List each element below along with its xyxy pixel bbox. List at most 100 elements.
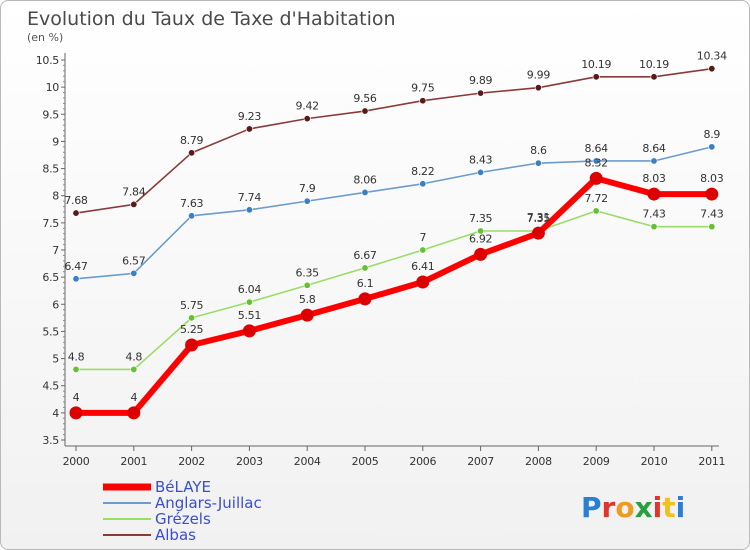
series-line xyxy=(76,210,712,371)
data-label: 5.25 xyxy=(180,323,204,336)
data-label: 6.67 xyxy=(353,249,377,262)
legend-label: BéLAYE xyxy=(155,478,211,496)
data-point xyxy=(419,180,427,188)
data-point xyxy=(188,149,196,157)
data-point xyxy=(477,227,485,235)
y-tick-label: 6.5 xyxy=(42,271,59,284)
data-point xyxy=(130,365,138,373)
data-point xyxy=(69,406,83,420)
data-point xyxy=(416,275,430,289)
data-point xyxy=(361,107,369,115)
data-point xyxy=(72,275,80,283)
data-label: 6.47 xyxy=(64,260,88,273)
logo-letter: x xyxy=(635,491,653,524)
data-point xyxy=(72,209,80,217)
x-tick-label: 2009 xyxy=(583,455,610,468)
data-point xyxy=(534,84,542,92)
logo-letter: i xyxy=(676,491,686,524)
data-point xyxy=(650,223,658,231)
data-point xyxy=(708,223,716,231)
data-point xyxy=(592,207,600,215)
data-point xyxy=(592,157,600,165)
data-label: 8.79 xyxy=(180,134,204,147)
data-label: 8.03 xyxy=(700,172,724,185)
x-tick-label: 2003 xyxy=(236,455,263,468)
data-label: 6.41 xyxy=(411,260,434,273)
data-point xyxy=(245,125,253,133)
data-point xyxy=(474,247,488,261)
data-label: 10.19 xyxy=(581,58,611,71)
data-label: 7.74 xyxy=(238,191,262,204)
logo-letter: r xyxy=(602,491,616,524)
data-label: 7.31 xyxy=(527,211,550,224)
series-line xyxy=(75,146,712,280)
data-point xyxy=(188,212,196,220)
y-tick-label: 4.5 xyxy=(42,380,59,393)
data-point xyxy=(303,281,311,289)
series-b-laye: 4 4 5.25 5.51 5.8 6.1 6.41 6.92 7.31 8.32 8.03 8.03 xyxy=(69,156,724,420)
data-point xyxy=(242,324,256,338)
data-point xyxy=(185,338,199,352)
data-point xyxy=(531,226,545,240)
data-label: 7.63 xyxy=(180,197,204,210)
series-albas: 7.68 7.84 8.79 9.23 9.42 9.56 9.75 9.89 9.99 10.1… xyxy=(64,50,727,217)
data-point xyxy=(361,264,369,272)
data-label: 6.35 xyxy=(296,266,320,279)
data-point xyxy=(589,171,603,185)
logo-letter: o xyxy=(615,491,634,524)
y-tick-label: 7 xyxy=(52,244,59,257)
data-label: 6.1 xyxy=(357,277,374,290)
data-label: 5.8 xyxy=(299,293,316,306)
y-tick-label: 6 xyxy=(52,298,59,311)
y-tick-label: 10 xyxy=(46,81,60,94)
data-label: 9.23 xyxy=(238,110,262,123)
data-label: 7.43 xyxy=(642,208,666,221)
y-tick-label: 10.5 xyxy=(36,54,60,67)
data-label: 8.03 xyxy=(642,172,666,185)
x-tick-label: 2002 xyxy=(178,455,205,468)
data-point xyxy=(72,365,80,373)
data-label: 6.04 xyxy=(238,283,262,296)
data-label: 5.75 xyxy=(180,299,204,312)
data-label: 10.19 xyxy=(639,58,669,71)
data-label: 8.6 xyxy=(530,144,547,157)
y-tick-label: 8.5 xyxy=(42,163,59,176)
series-line xyxy=(76,175,712,416)
logo-letter: t xyxy=(662,491,675,524)
data-point xyxy=(300,308,314,322)
data-point xyxy=(477,168,485,176)
data-label: 7.68 xyxy=(64,194,88,207)
logo-letter: i xyxy=(653,491,663,524)
data-label: 9.56 xyxy=(353,92,377,105)
data-point xyxy=(477,89,485,97)
data-label: 7 xyxy=(419,231,426,244)
data-point xyxy=(130,200,138,208)
chart-title: Evolution du Taux de Taxe d'Habitation xyxy=(27,8,396,30)
data-label: 9.42 xyxy=(296,100,319,113)
data-point xyxy=(705,187,719,201)
data-point xyxy=(650,73,658,81)
legend-label: Albas xyxy=(155,526,196,544)
data-label: 4 xyxy=(130,391,137,404)
data-label: 4.8 xyxy=(68,350,85,363)
series-layer: 7.68 7.84 8.79 9.23 9.42 9.56 9.75 9.89 9.99 10.1… xyxy=(64,50,727,420)
x-tick-label: 2007 xyxy=(467,455,494,468)
y-tick-label: 9 xyxy=(52,135,59,148)
data-point xyxy=(303,115,311,123)
data-label: 10.34 xyxy=(697,50,727,63)
data-point xyxy=(534,159,542,167)
proxiti-logo: Proxiti xyxy=(581,491,685,524)
data-label: 8.43 xyxy=(469,153,493,166)
legend-label: Anglars-Juillac xyxy=(155,494,262,512)
data-label: 8.64 xyxy=(585,142,609,155)
data-label: 6.92 xyxy=(469,232,492,245)
data-point xyxy=(708,65,716,73)
data-point xyxy=(419,246,427,254)
data-label: 7.84 xyxy=(122,185,146,198)
data-point xyxy=(650,157,658,165)
data-label: 5.51 xyxy=(238,309,261,322)
data-label: 8.06 xyxy=(353,173,377,186)
data-label: 8.32 xyxy=(585,156,608,169)
